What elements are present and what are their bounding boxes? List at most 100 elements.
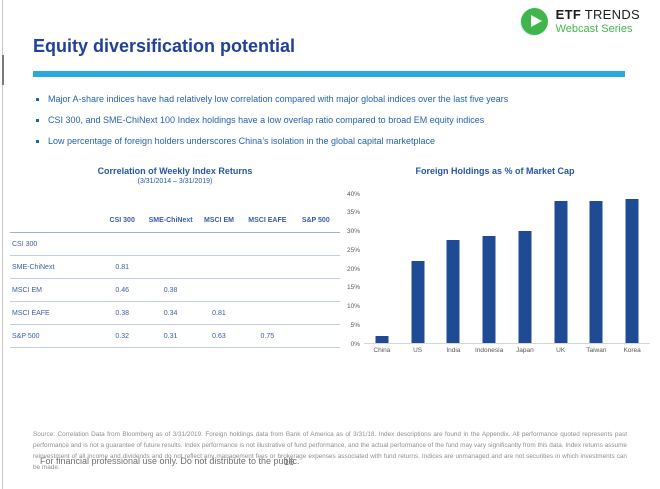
play-icon <box>520 7 548 35</box>
table-cell: 0.75 <box>260 332 275 340</box>
chart-title: Foreign Holdings as % of Market Cap <box>415 166 575 176</box>
slide-left-border-accent <box>2 55 4 85</box>
x-axis-category-label: India <box>446 347 461 354</box>
table-cell: 0.81 <box>212 309 226 317</box>
bar-india <box>446 239 460 343</box>
y-axis-tick-label: 40% <box>346 190 360 198</box>
table-row: MSCI EM 0.46 0.38 <box>10 279 340 302</box>
bar-column <box>400 194 436 343</box>
table-row: S&P 500 0.32 0.31 0.63 0.75 <box>10 325 340 348</box>
table-row-label: MSCI EAFE <box>12 309 50 317</box>
etf-trends-logo: ETF TRENDS Webcast Series <box>520 7 640 35</box>
table-cell <box>292 279 340 302</box>
y-axis-tick-label: 15% <box>346 284 360 292</box>
logo-subtitle: Webcast Series <box>555 23 633 35</box>
bar-column <box>471 194 507 343</box>
table-cell <box>292 325 340 348</box>
bar-us <box>411 260 425 343</box>
page-number: 16 <box>284 457 295 467</box>
table-cell <box>292 256 340 279</box>
bar-korea <box>625 198 639 343</box>
y-axis-tick-label: 35% <box>346 209 360 217</box>
x-axis-category-label: UK <box>556 347 566 354</box>
table-row-label: S&P 500 <box>12 332 40 340</box>
table-cell <box>243 233 291 256</box>
x-axis-category-label: Indonesia <box>475 347 504 354</box>
bar-column <box>507 194 543 343</box>
table-cell: 0.32 <box>115 332 129 340</box>
foreign-holdings-chart-section: Foreign Holdings as % of Market Cap 40% 3… <box>340 166 650 354</box>
y-axis-tick-label: 0% <box>350 340 360 348</box>
table-body: CSI 300 SME-ChiNext 0.81 MSCI EM 0.46 0.38 MSC… <box>10 233 340 348</box>
bullet-item: Major A-share indices have had relativel… <box>36 93 635 106</box>
y-axis-tick-label: 5% <box>350 321 360 329</box>
table-row-label: CSI 300 <box>12 240 38 248</box>
bar-china <box>375 335 389 343</box>
table-row: MSCI EAFE 0.38 0.34 0.81 <box>10 302 340 325</box>
table-header-row: CSI 300 SME-ChiNext MSCI EM MSCI EAFE S&P 50… <box>10 217 340 233</box>
x-axis-category-label: China <box>373 347 391 354</box>
table-corner-cell <box>10 217 98 233</box>
table-cell <box>195 256 243 279</box>
table-row: SME-ChiNext 0.81 <box>10 256 340 279</box>
table-cell <box>292 302 340 325</box>
bar-column <box>579 194 615 343</box>
table-cell: 0.38 <box>115 309 129 317</box>
table-column-header: CSI 300 <box>98 217 147 233</box>
table-column-header: SME-ChiNext <box>146 217 195 233</box>
bullet-item: CSI 300, and SME-ChiNext 100 Index holdi… <box>36 114 635 127</box>
table-row: CSI 300 <box>10 233 340 256</box>
x-axis-category-label: Japan <box>516 347 534 354</box>
table-row-label: MSCI EM <box>12 286 42 294</box>
table-cell <box>292 233 340 256</box>
bar-column <box>364 194 400 343</box>
y-axis-tick-label: 10% <box>346 303 360 310</box>
table-cell <box>243 279 291 302</box>
logo-etf-text: ETF <box>555 7 582 22</box>
correlation-table-section: Correlation of Weekly Index Returns (3/3… <box>10 166 340 348</box>
table-cell <box>195 279 243 302</box>
logo-brand: ETF TRENDS <box>556 7 640 22</box>
bullet-text: CSI 300, and SME-ChiNext 100 Index holdi… <box>48 115 485 125</box>
table-column-header: MSCI EAFE <box>243 217 292 233</box>
y-axis-tick-label: 30% <box>346 228 360 235</box>
bar-column <box>614 194 650 343</box>
x-axis-category-label: Korea <box>623 347 641 354</box>
bullet-item: Low percentage of foreign holders unders… <box>36 135 635 148</box>
bullet-marker-icon <box>36 140 39 143</box>
table-column-header: S&P 500 <box>291 217 340 233</box>
title-divider-bar <box>33 71 625 77</box>
chart-x-axis-labels: China US India Indonesia Japan UK Taiwan Korea <box>364 347 650 354</box>
source-disclosure-text: Source: Correlation Data from Bloomberg … <box>33 431 627 472</box>
table-cell: 0.38 <box>163 286 178 294</box>
table-row-label: SME-ChiNext <box>12 263 55 271</box>
slide-left-border <box>2 0 3 489</box>
logo-text: ETF TRENDS Webcast Series <box>556 7 640 35</box>
logo-trends-text: TRENDS <box>584 7 640 22</box>
table-title: Correlation of Weekly Index Returns <box>97 166 253 176</box>
bullet-marker-icon <box>36 119 39 122</box>
correlation-table: CSI 300 SME-ChiNext MSCI EM MSCI EAFE S&P 50… <box>10 217 340 348</box>
table-cell: 0.34 <box>163 309 178 317</box>
y-axis-tick-label: 25% <box>346 246 360 254</box>
bar-column <box>543 194 579 343</box>
footer-disclaimer: For financial professional use only. Do … <box>40 456 300 466</box>
table-cell: 0.81 <box>115 263 129 271</box>
bullet-marker-icon <box>36 98 39 101</box>
y-axis-tick-label: 20% <box>346 265 360 273</box>
table-cell: 0.31 <box>163 332 178 340</box>
table-cell <box>146 233 194 256</box>
bar-uk <box>554 200 568 343</box>
table-cell: 0.63 <box>212 332 226 340</box>
table-cell <box>98 233 146 256</box>
bar-indonesia <box>482 236 496 343</box>
x-axis-category-label: Taiwan <box>586 347 607 354</box>
table-subtitle: (3/31/2014 – 3/31/2019) <box>137 178 213 185</box>
bar-column <box>436 194 472 343</box>
table-cell <box>146 256 194 279</box>
table-cell <box>243 302 291 325</box>
x-axis-category-label: US <box>413 347 423 354</box>
bar-japan <box>518 230 532 343</box>
play-triangle-icon <box>530 14 542 27</box>
table-cell: 0.46 <box>115 286 129 294</box>
